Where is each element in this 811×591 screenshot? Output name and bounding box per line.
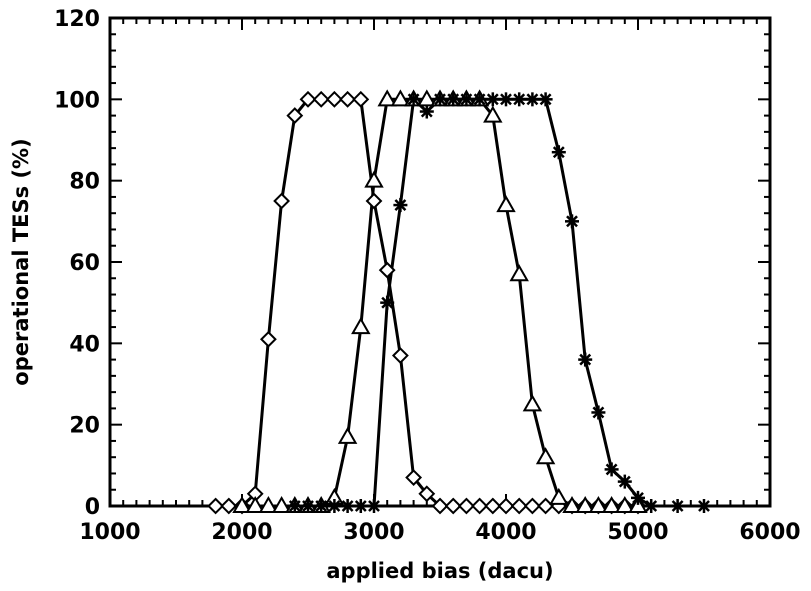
- data-point-asterisk: [353, 499, 368, 513]
- data-point-asterisk: [644, 499, 659, 513]
- data-point-asterisk: [604, 462, 619, 477]
- data-point-diamond: [484, 497, 502, 515]
- x-tick-label: 3000: [343, 520, 404, 545]
- data-point-asterisk: [485, 92, 500, 107]
- data-point-asterisk: [525, 92, 540, 107]
- data-point-triangle: [271, 495, 292, 513]
- data-point-asterisk: [472, 92, 487, 107]
- y-tick-label: 40: [69, 332, 100, 357]
- data-point-asterisk: [499, 92, 513, 107]
- data-point-diamond: [286, 107, 304, 125]
- data-point-asterisk: [419, 104, 434, 119]
- data-point-triangle: [522, 394, 543, 412]
- series-lines: [215, 97, 704, 508]
- data-point-triangle: [258, 495, 279, 513]
- data-point-diamond: [431, 497, 449, 515]
- data-point-triangle: [496, 195, 516, 213]
- data-point-triangle: [615, 495, 635, 513]
- data-point-asterisk: [551, 145, 566, 160]
- series-markers: [207, 89, 711, 515]
- data-point-triangle: [364, 170, 384, 188]
- tick-labels: 1000 2000 3000 4000 5000 6000 0 20 40 60 80 100 120: [54, 7, 801, 545]
- x-axis-label: applied bias (dacu): [326, 559, 553, 583]
- x-tick-label: 2000: [211, 520, 272, 545]
- data-point-triangle: [509, 264, 529, 282]
- data-point-triangle: [549, 487, 569, 505]
- data-point-asterisk: [380, 295, 395, 310]
- data-point-asterisk: [433, 92, 447, 107]
- data-point-triangle: [245, 495, 265, 513]
- data-point-diamond: [259, 330, 277, 348]
- data-point-triangle: [601, 495, 622, 513]
- data-point-diamond: [471, 497, 489, 515]
- data-point-triangle: [562, 495, 582, 513]
- data-point-asterisk: [578, 352, 593, 367]
- data-point-triangle: [351, 317, 371, 335]
- y-tick-label: 60: [69, 251, 100, 276]
- data-point-triangle: [377, 89, 397, 107]
- data-point-asterisk: [697, 499, 711, 513]
- data-point-diamond: [312, 90, 330, 108]
- data-point-asterisk: [459, 92, 474, 107]
- y-axis-label: operational TESs (%): [9, 138, 33, 385]
- data-point-triangle: [628, 495, 648, 513]
- data-point-asterisk: [287, 499, 302, 513]
- x-tick-label: 1000: [79, 520, 140, 545]
- data-point-triangle: [588, 495, 609, 513]
- data-point-asterisk: [565, 214, 579, 229]
- data-point-triangle: [232, 495, 252, 513]
- y-tick-label: 80: [69, 170, 100, 195]
- data-point-triangle: [575, 495, 595, 513]
- data-point-diamond: [523, 497, 541, 515]
- data-point-diamond: [391, 347, 409, 364]
- data-point-diamond: [365, 192, 383, 210]
- data-point-triangle: [535, 447, 556, 465]
- data-point-diamond: [352, 90, 370, 108]
- data-point-triangle: [483, 105, 503, 123]
- y-tick-label: 100: [54, 88, 100, 113]
- x-tick-label: 4000: [475, 520, 536, 545]
- series-line-diamond: [215, 97, 638, 508]
- data-point-asterisk: [393, 198, 408, 213]
- y-tick-label: 20: [69, 414, 100, 439]
- data-point-asterisk: [512, 92, 527, 107]
- data-point-diamond: [444, 497, 462, 515]
- data-point-asterisk: [301, 499, 315, 513]
- data-point-asterisk: [631, 490, 645, 505]
- data-point-asterisk: [406, 92, 421, 107]
- data-point-diamond: [378, 261, 396, 279]
- axis-ticks: [109, 17, 771, 507]
- data-point-diamond: [418, 485, 436, 503]
- data-point-asterisk: [327, 499, 342, 513]
- data-point-asterisk: [591, 405, 606, 420]
- data-point-diamond: [207, 497, 225, 515]
- data-point-asterisk: [538, 92, 553, 107]
- x-tick-label: 6000: [739, 520, 800, 545]
- y-tick-label: 120: [54, 7, 100, 32]
- data-point-diamond: [325, 90, 343, 108]
- data-point-asterisk: [314, 499, 329, 513]
- y-tick-label: 0: [85, 495, 100, 520]
- data-point-diamond: [220, 497, 238, 515]
- data-point-diamond: [299, 90, 317, 108]
- data-point-diamond: [457, 497, 475, 515]
- data-point-diamond: [273, 192, 291, 210]
- x-tick-label: 5000: [607, 520, 668, 545]
- data-point-asterisk: [446, 92, 461, 107]
- data-point-diamond: [339, 90, 357, 108]
- data-point-triangle: [390, 89, 411, 107]
- data-point-asterisk: [340, 499, 355, 513]
- data-point-diamond: [405, 469, 423, 486]
- data-point-triangle: [337, 426, 358, 444]
- data-point-diamond: [497, 497, 515, 515]
- data-point-diamond: [510, 497, 528, 515]
- data-point-asterisk: [670, 499, 685, 513]
- data-point-asterisk: [617, 474, 632, 489]
- data-point-asterisk: [367, 499, 381, 513]
